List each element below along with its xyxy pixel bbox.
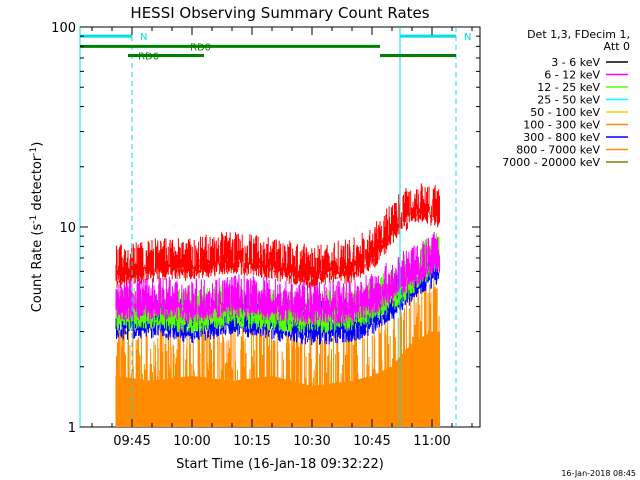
x-tick-label: 10:15 <box>233 434 270 449</box>
legend-entry-label: 800 - 7000 keV <box>516 144 600 157</box>
y-axis-label-end: ) <box>30 142 45 147</box>
mode-bar-label: N <box>140 32 147 43</box>
y-tick-label: 10 <box>59 221 76 236</box>
legend-header: Att 0 <box>604 40 630 53</box>
legend-entry-label: 300 - 800 keV <box>523 131 600 144</box>
x-tick-label: 09:45 <box>113 434 150 449</box>
mode-bar-label: N <box>464 32 471 43</box>
x-tick-label: 10:45 <box>353 434 390 449</box>
y-axis-label-mid: detector <box>30 155 45 215</box>
mode-bar-label: RD0 <box>190 42 211 53</box>
y-tick-label: 1 <box>68 421 76 436</box>
y-axis-label: Count Rate (s-1 detector-1) <box>29 142 45 313</box>
legend-entry-label: 100 - 300 keV <box>523 119 600 132</box>
x-tick-label: 10:30 <box>293 434 330 449</box>
footer-timestamp: 16-Jan-2018 08:45 <box>561 469 636 478</box>
y-axis-label-main: Count Rate (s <box>30 224 45 313</box>
axis-layer: 09:45 10:00 10:15 10:30 10:45 11:00 1 10 100 <box>51 21 480 449</box>
legend-entry-label: 25 - 50 keV <box>537 94 600 107</box>
series-trace <box>115 279 440 427</box>
legend-entry-label: 50 - 100 keV <box>530 106 600 119</box>
annotation-layer: N N RD0 RD6 <box>80 32 471 63</box>
x-axis-label: Start Time (16-Jan-18 09:32:22) <box>176 457 384 472</box>
y-tick-label: 100 <box>51 21 76 36</box>
y-axis-label-sup2: -1 <box>29 147 39 156</box>
chart-title: HESSI Observing Summary Count Rates <box>130 4 429 22</box>
legend-header: Det 1,3, FDecim 1, <box>527 28 630 41</box>
legend-entry-label: 7000 - 20000 keV <box>502 156 600 169</box>
y-axis-label-sup: -1 <box>29 215 39 224</box>
series-trace <box>115 183 440 289</box>
legend-entry-label: 3 - 6 keV <box>551 56 600 69</box>
series-layer <box>115 183 440 427</box>
legend-entry-label: 12 - 25 keV <box>537 81 600 94</box>
x-tick-label: 11:00 <box>413 434 450 449</box>
x-tick-label: 10:00 <box>173 434 210 449</box>
legend-entry-label: 6 - 12 keV <box>544 69 600 82</box>
series-trace <box>115 232 440 326</box>
mode-bar-label: RD6 <box>138 52 159 63</box>
